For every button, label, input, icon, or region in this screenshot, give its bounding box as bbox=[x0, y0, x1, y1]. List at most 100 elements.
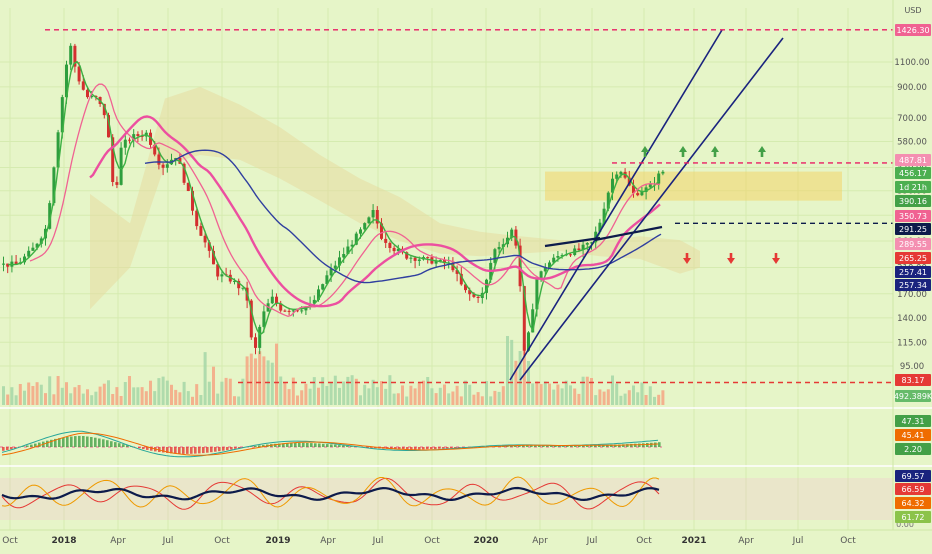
macd-hist-bar bbox=[86, 437, 89, 448]
macd-hist-bar bbox=[186, 447, 189, 454]
resistance-zone-rect[interactable] bbox=[545, 172, 842, 201]
macd-hist-bar bbox=[294, 443, 297, 447]
volume-bar bbox=[107, 380, 110, 405]
price-tag-text: 487.81 bbox=[899, 156, 927, 165]
candle-body bbox=[69, 46, 72, 65]
y-tick-label: 700.00 bbox=[897, 114, 927, 124]
volume-bar bbox=[296, 396, 299, 406]
macd-tag-text: 2.20 bbox=[904, 445, 922, 454]
macd-hist-bar bbox=[438, 447, 441, 449]
macd-hist-bar bbox=[646, 443, 649, 447]
volume-bar bbox=[325, 386, 328, 405]
volume-bar bbox=[569, 385, 572, 405]
volume-bar bbox=[582, 377, 585, 405]
candle-body bbox=[120, 148, 123, 185]
volume-bar bbox=[489, 396, 492, 405]
x-tick-label: Oct bbox=[2, 536, 18, 546]
price-tag-text: 456.17 bbox=[899, 169, 927, 178]
volume-bar bbox=[544, 381, 547, 405]
rsi-tag: 69.57 bbox=[895, 470, 931, 482]
x-tick-label: Jul bbox=[162, 536, 174, 546]
volume-bar bbox=[586, 377, 589, 405]
volume-bar bbox=[19, 384, 22, 405]
volume-bar bbox=[199, 395, 202, 405]
x-tick-label: 2020 bbox=[473, 536, 498, 546]
volume-bar bbox=[204, 352, 207, 405]
macd-hist-bar bbox=[30, 445, 33, 447]
volume-bar bbox=[128, 376, 131, 405]
candle-body bbox=[577, 249, 580, 251]
volume-bar bbox=[401, 385, 404, 405]
volume-bar bbox=[649, 386, 652, 405]
volume-bar bbox=[120, 396, 123, 405]
candle-body bbox=[136, 134, 139, 136]
price-tag: 265.25 bbox=[895, 252, 931, 264]
macd-hist-bar bbox=[650, 443, 653, 447]
macd-tag-text: 45.41 bbox=[902, 431, 925, 440]
y-tick-label: 170.00 bbox=[897, 290, 927, 300]
rsi-tag: 66.59 bbox=[895, 483, 931, 495]
volume-bar bbox=[82, 394, 85, 405]
volume-bar bbox=[90, 395, 93, 405]
candle-body bbox=[493, 249, 496, 263]
rsi-tag: 64.32 bbox=[895, 497, 931, 509]
volume-bar bbox=[229, 379, 232, 405]
candle-body bbox=[426, 257, 429, 258]
candle-body bbox=[258, 327, 261, 348]
rsi-tag: 61.72 bbox=[895, 511, 931, 523]
macd-tag: 45.41 bbox=[895, 429, 931, 441]
volume-bar bbox=[313, 377, 316, 405]
macd-hist-bar bbox=[418, 447, 421, 449]
candle-body bbox=[636, 193, 639, 195]
macd-hist-bar bbox=[178, 447, 181, 454]
volume-bar bbox=[384, 389, 387, 405]
macd-hist-bar bbox=[542, 446, 545, 447]
volume-bar bbox=[162, 377, 165, 405]
volume-bar bbox=[237, 397, 240, 406]
macd-hist-bar bbox=[6, 447, 9, 450]
macd-hist-bar bbox=[322, 444, 325, 447]
volume-bar bbox=[577, 394, 580, 405]
candle-body bbox=[31, 248, 34, 251]
macd-hist-bar bbox=[174, 447, 177, 454]
macd-tag: 2.20 bbox=[895, 443, 931, 455]
x-tick-label: 2019 bbox=[265, 536, 290, 546]
resistance-zone[interactable] bbox=[545, 172, 842, 201]
volume-bar bbox=[136, 387, 139, 405]
volume-bar bbox=[426, 377, 429, 405]
volume-bar bbox=[493, 391, 496, 405]
volume-bar bbox=[380, 381, 383, 405]
volume-bar bbox=[624, 394, 627, 405]
macd-hist-bar bbox=[182, 447, 185, 454]
volume-bar bbox=[548, 384, 551, 405]
y-tick-label: 580.00 bbox=[897, 137, 927, 147]
macd-hist-bar bbox=[642, 443, 645, 447]
macd-hist-bar bbox=[634, 444, 637, 447]
macd-hist-bar bbox=[658, 442, 661, 447]
volume-bar bbox=[191, 397, 194, 405]
candle-body bbox=[556, 256, 559, 258]
rsi-tag-text: 64.32 bbox=[902, 499, 925, 508]
volume-bar bbox=[309, 389, 312, 405]
candle-body bbox=[124, 140, 127, 148]
volume-bar bbox=[132, 387, 135, 405]
stoch-rsi-pane[interactable] bbox=[0, 477, 893, 520]
volume-bar bbox=[388, 375, 391, 405]
macd-hist-bar bbox=[226, 447, 229, 450]
volume-bar bbox=[430, 388, 433, 405]
volume-bar bbox=[195, 384, 198, 405]
volume-bar bbox=[288, 389, 291, 405]
candle[interactable] bbox=[120, 142, 123, 185]
macd-hist-bar bbox=[118, 443, 121, 447]
volume-bar bbox=[283, 383, 286, 405]
volume-bar bbox=[31, 386, 34, 405]
candle[interactable] bbox=[367, 216, 370, 224]
macd-hist-bar bbox=[94, 438, 97, 447]
volume-bar bbox=[141, 387, 144, 405]
price-tag-text: 83.17 bbox=[902, 376, 925, 385]
volume-bar bbox=[468, 385, 471, 405]
volume-bar bbox=[640, 383, 643, 406]
macd-hist-bar bbox=[654, 443, 657, 448]
